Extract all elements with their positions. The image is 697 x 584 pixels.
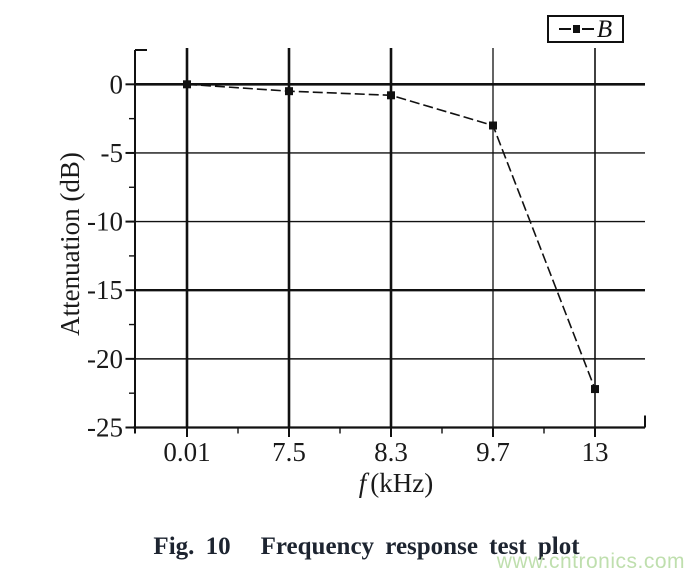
y-tick-label: -15 — [87, 275, 123, 305]
x-axis-title: f (kHz) — [296, 468, 496, 499]
y-tick-label: -10 — [87, 207, 123, 237]
data-point-marker — [387, 91, 395, 100]
caption-number: Fig. 10 — [153, 533, 231, 560]
legend-dash-icon — [558, 28, 571, 30]
legend-marker-square-icon — [572, 25, 580, 33]
data-point-marker — [489, 121, 497, 130]
data-point-marker — [591, 385, 599, 394]
y-tick-label: -20 — [87, 344, 123, 374]
y-tick-label: 0 — [110, 69, 124, 99]
legend: B — [547, 15, 624, 43]
caption-text: Frequency response test plot — [260, 533, 580, 560]
y-tick-label: -25 — [87, 413, 123, 443]
frequency-response-chart: 0.01 7.5 8.3 9.7 13 0 -5 -10 -15 -20 -25 — [87, 48, 646, 467]
figure-caption: Fig. 10 Frequency response test plot — [36, 533, 697, 561]
x-tick-label: 9.7 — [476, 437, 510, 467]
x-tick-label: 8.3 — [374, 437, 408, 467]
x-axis-symbol: f — [358, 468, 367, 498]
y-axis-title: Attenuation (dB) — [55, 152, 85, 336]
data-point-marker — [285, 87, 293, 96]
watermark: www.cntronics.com — [496, 550, 685, 573]
x-tick-label: 7.5 — [272, 437, 306, 467]
x-tick-label: 0.01 — [163, 437, 210, 467]
x-tick-label: 13 — [582, 437, 609, 467]
legend-dash-icon — [581, 28, 594, 30]
data-point-marker — [183, 80, 191, 89]
x-axis-unit: (kHz) — [370, 468, 434, 498]
y-tick-label: -5 — [101, 138, 124, 168]
legend-series-label: B — [596, 15, 613, 43]
